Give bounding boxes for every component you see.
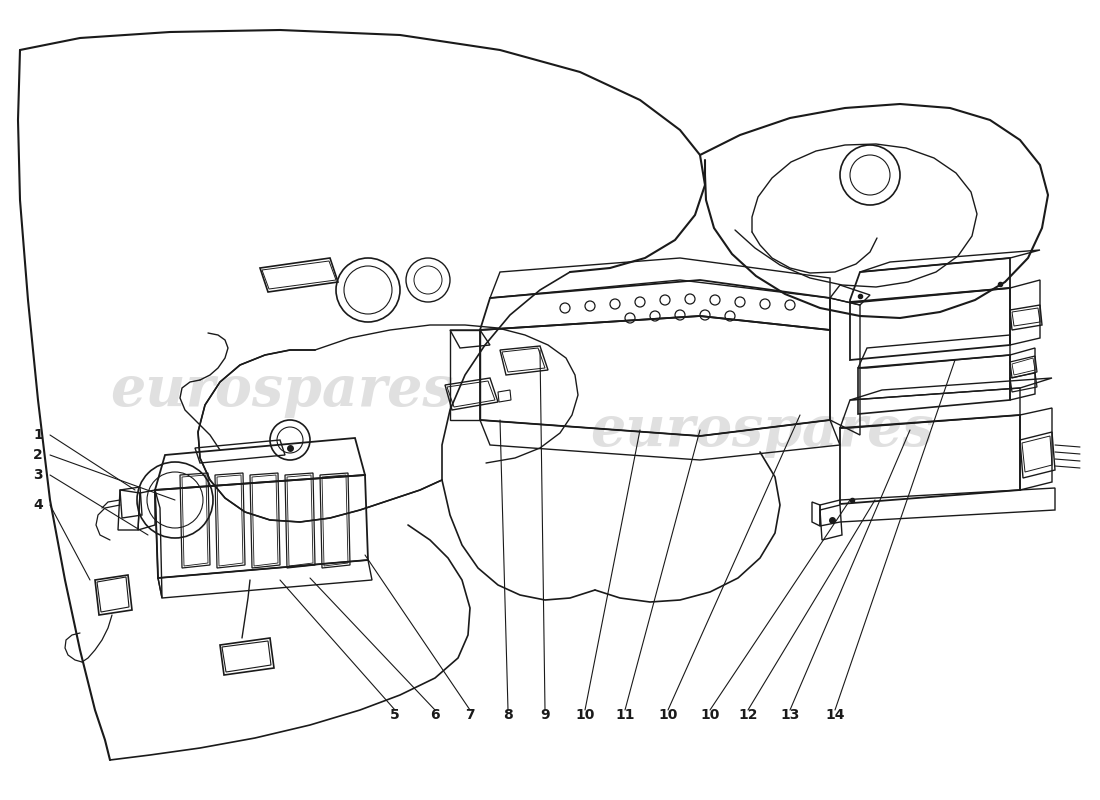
Text: 14: 14	[825, 708, 845, 722]
Text: 5: 5	[390, 708, 400, 722]
Text: eurospares: eurospares	[590, 402, 934, 458]
Text: 10: 10	[658, 708, 678, 722]
Text: 6: 6	[430, 708, 440, 722]
Text: 9: 9	[540, 708, 550, 722]
Text: eurospares: eurospares	[110, 362, 453, 418]
Text: 10: 10	[701, 708, 719, 722]
Text: 13: 13	[780, 708, 800, 722]
Text: 10: 10	[575, 708, 595, 722]
Text: 2: 2	[33, 448, 43, 462]
Text: 4: 4	[33, 498, 43, 512]
Text: 7: 7	[465, 708, 475, 722]
Text: 1: 1	[33, 428, 43, 442]
Text: 8: 8	[503, 708, 513, 722]
Text: 3: 3	[33, 468, 43, 482]
Text: 12: 12	[738, 708, 758, 722]
Text: 11: 11	[615, 708, 635, 722]
